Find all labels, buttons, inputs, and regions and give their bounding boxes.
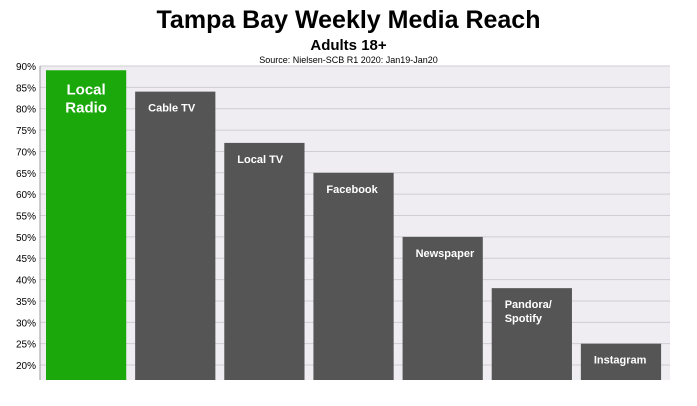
bar-label: Local (67, 81, 106, 98)
bar (313, 172, 394, 380)
bar-label: Newspaper (416, 248, 475, 260)
bar (224, 142, 305, 380)
bar-label: Local TV (237, 154, 284, 166)
bar (46, 70, 127, 381)
chart-title: Tampa Bay Weekly Media Reach (156, 6, 541, 34)
y-tick-label: 90% (16, 62, 36, 73)
bar-label: Facebook (326, 184, 378, 196)
y-tick-label: 60% (16, 190, 36, 201)
y-tick-label: 50% (16, 233, 36, 244)
y-tick-label: 65% (16, 169, 36, 180)
bar-label: Instagram (594, 355, 647, 367)
y-tick-label: 55% (16, 212, 36, 223)
bar-label: Spotify (505, 313, 543, 325)
bar (135, 91, 216, 380)
y-tick-label: 80% (16, 105, 36, 116)
y-tick-label: 20% (16, 361, 36, 372)
y-tick-label: 70% (16, 147, 36, 158)
y-tick-label: 45% (16, 254, 36, 265)
y-tick-label: 35% (16, 297, 36, 308)
bar-label: Radio (65, 99, 107, 116)
bar (491, 288, 572, 380)
chart-subtitle: Adults 18+ (310, 37, 387, 54)
bar (580, 343, 662, 380)
bar (402, 236, 483, 380)
y-tick-label: 75% (16, 126, 36, 137)
bar-label: Cable TV (148, 103, 196, 115)
y-tick-label: 30% (16, 318, 36, 329)
bar-label: Pandora/ (505, 299, 552, 311)
chart-source: Source: Nielsen-SCB R1 2020: Jan19-Jan20 (259, 55, 438, 65)
y-tick-label: 25% (16, 340, 36, 351)
y-tick-label: 85% (16, 83, 36, 94)
y-tick-label: 40% (16, 276, 36, 287)
